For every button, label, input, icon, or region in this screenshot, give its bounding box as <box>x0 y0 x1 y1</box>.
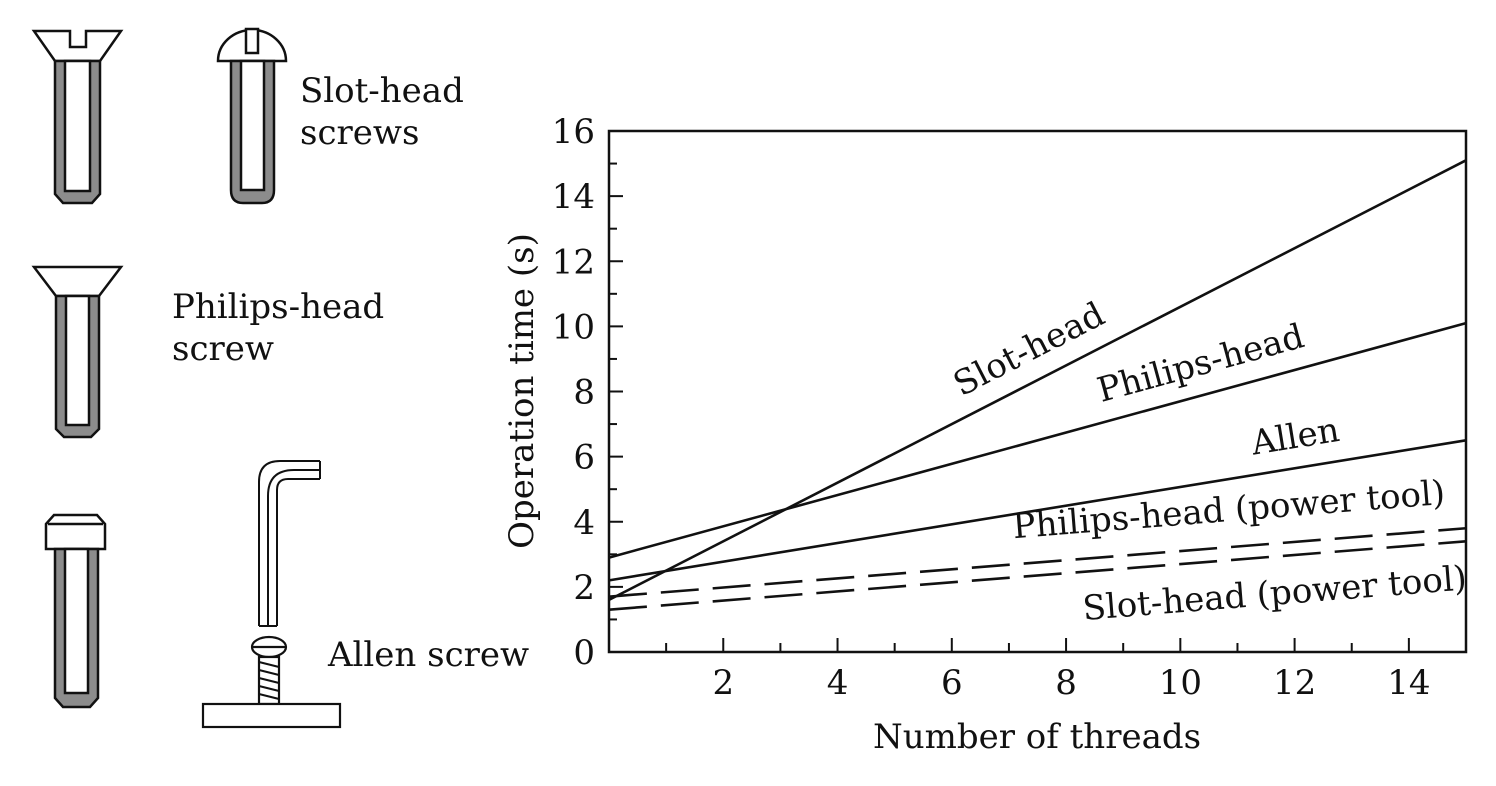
allen-key-icon <box>258 460 321 627</box>
allen-screw-label: Allen screw <box>328 635 530 675</box>
series-label-4: Philips-head (power tool) <box>1011 473 1446 547</box>
series-label-2: Philips-head <box>1093 316 1308 411</box>
x-tick-label: 6 <box>941 663 963 703</box>
allen-screw-icon <box>44 513 107 709</box>
x-tick-label: 8 <box>1055 663 1077 703</box>
series-line-4 <box>608 526 1467 598</box>
chart-ticks <box>609 162 1410 652</box>
slot-head-screws-label-line1: Slot-head <box>300 71 464 111</box>
chart-series <box>608 159 1467 611</box>
screw-illustrations <box>31 27 342 729</box>
series-line-3 <box>608 439 1467 582</box>
round-slot-screw-icon <box>216 27 288 205</box>
series-line-2 <box>608 321 1467 559</box>
philips-head-screw-label-line2: screw <box>172 329 274 369</box>
x-tick-label: 12 <box>1273 663 1316 703</box>
x-tick-label: 4 <box>827 663 849 703</box>
x-tick-label: 2 <box>712 663 734 703</box>
x-axis-label: Number of threads <box>873 717 1201 757</box>
plot-frame <box>607 129 1468 654</box>
series-line-5 <box>608 539 1467 611</box>
series-label-5: Slot-head (power tool) <box>1081 558 1468 629</box>
slot-head-screws-label-line2: screws <box>300 113 420 153</box>
x-tick-label: 10 <box>1159 663 1202 703</box>
countersunk-slot-screw-icon <box>31 29 124 205</box>
y-tick-label: 6 <box>573 438 595 478</box>
philips-head-screw-label-line1: Philips-head <box>172 287 385 327</box>
series-label-1: Slot-head <box>947 294 1111 404</box>
philips-screw-icon <box>31 265 124 439</box>
series-label-3: Allen <box>1248 410 1343 464</box>
y-tick-label: 0 <box>573 633 595 673</box>
x-tick-label: 14 <box>1387 663 1430 703</box>
threaded-screw-icon <box>201 635 342 729</box>
y-tick-label: 8 <box>573 373 595 413</box>
y-tick-label: 2 <box>573 568 595 608</box>
series-line-1 <box>608 159 1467 602</box>
y-tick-label: 4 <box>573 503 595 543</box>
